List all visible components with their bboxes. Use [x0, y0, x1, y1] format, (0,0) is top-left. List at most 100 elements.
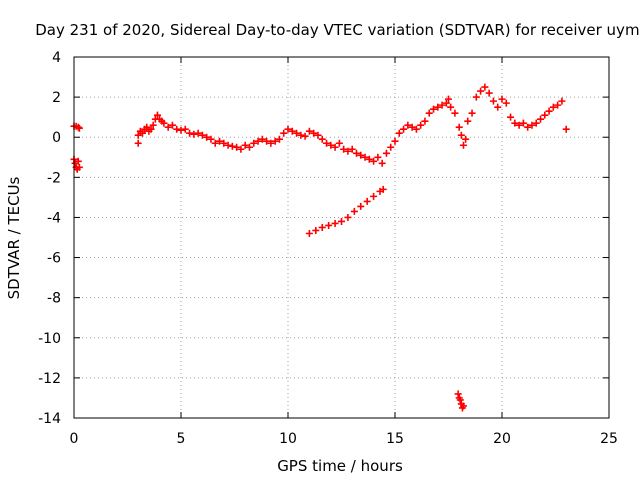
data-point — [335, 139, 343, 147]
data-point — [348, 145, 356, 153]
y-tick-label: -2 — [47, 170, 61, 186]
data-point — [378, 159, 386, 167]
data-point — [464, 117, 472, 125]
data-point — [177, 126, 185, 134]
data-point — [134, 131, 142, 139]
data-point — [417, 121, 425, 129]
data-point — [325, 221, 333, 229]
data-point — [203, 133, 211, 141]
y-tick-label: -14 — [38, 411, 61, 427]
data-point — [173, 125, 181, 133]
x-tick-label: 15 — [386, 431, 404, 447]
data-point — [344, 213, 352, 221]
data-point — [263, 137, 271, 145]
data-point — [228, 142, 236, 150]
data-point — [537, 115, 545, 123]
data-point — [459, 141, 467, 149]
data-point — [250, 139, 258, 147]
y-tick-label: 0 — [52, 130, 61, 146]
data-point — [515, 121, 523, 129]
chart-title: Day 231 of 2020, Sidereal Day-to-day VTE… — [35, 21, 640, 39]
data-point — [502, 99, 510, 107]
data-point — [457, 131, 465, 139]
data-point — [143, 123, 151, 131]
data-point — [216, 137, 224, 145]
data-point — [160, 119, 168, 127]
data-point — [198, 131, 206, 139]
data-point — [532, 119, 540, 127]
data-point — [297, 131, 305, 139]
data-point — [391, 137, 399, 145]
plot-frame — [73, 56, 610, 419]
data-point — [454, 390, 462, 398]
data-point — [545, 107, 553, 115]
data-point — [318, 135, 326, 143]
y-tick-label: -10 — [38, 331, 61, 347]
grid — [74, 57, 609, 418]
data-point — [361, 153, 369, 161]
data-point — [387, 143, 395, 151]
data-point — [323, 139, 331, 147]
data-point — [338, 217, 345, 225]
data-point — [318, 223, 326, 231]
data-point — [481, 83, 489, 91]
data-point — [357, 202, 365, 210]
data-point — [254, 137, 262, 145]
y-tick-label: 4 — [52, 50, 61, 66]
data-point — [442, 99, 450, 107]
data-point — [75, 124, 83, 132]
data-point — [455, 123, 463, 131]
data-point — [241, 141, 249, 149]
data-point — [430, 105, 438, 113]
data-point — [134, 139, 142, 147]
data-point — [370, 157, 378, 165]
data-point — [74, 123, 82, 131]
data-point — [186, 129, 194, 137]
data-point — [344, 147, 352, 155]
data-point — [404, 121, 412, 129]
data-point — [438, 101, 446, 109]
data-point — [485, 89, 493, 97]
data-point — [258, 135, 266, 143]
x-tick-label: 10 — [279, 431, 297, 447]
data-point — [147, 125, 155, 133]
x-tick-label: 20 — [493, 431, 511, 447]
data-point — [412, 125, 420, 133]
data-point — [365, 155, 373, 163]
y-tick-label: -4 — [47, 210, 61, 226]
data-point — [164, 123, 172, 131]
data-point — [462, 135, 470, 143]
data-point — [233, 143, 241, 151]
data-point — [138, 129, 146, 137]
data-point — [284, 125, 292, 133]
data-point — [267, 139, 275, 147]
data-point — [459, 402, 467, 410]
data-point — [207, 135, 215, 143]
data-point — [357, 151, 365, 159]
data-point — [562, 125, 570, 133]
data-point — [149, 121, 157, 129]
data-point — [310, 129, 318, 137]
y-tick-label: -8 — [47, 291, 61, 307]
data-point — [489, 97, 497, 105]
data-point — [468, 109, 476, 117]
data-point — [211, 139, 219, 147]
data-point — [220, 139, 228, 147]
x-tick-label: 25 — [600, 431, 618, 447]
data-point — [331, 143, 339, 151]
data-point — [74, 157, 82, 165]
y-tick-label: 2 — [52, 90, 61, 106]
data-point — [153, 111, 161, 119]
data-point — [363, 197, 371, 205]
data-point — [472, 93, 480, 101]
data-point — [445, 95, 452, 103]
x-tick-label: 5 — [177, 431, 186, 447]
data-point — [400, 125, 408, 133]
data-point — [374, 153, 382, 161]
data-point — [305, 127, 313, 135]
data-point — [511, 119, 519, 127]
x-tick-label: 0 — [70, 431, 79, 447]
data-points — [70, 83, 570, 412]
data-point — [549, 103, 557, 111]
